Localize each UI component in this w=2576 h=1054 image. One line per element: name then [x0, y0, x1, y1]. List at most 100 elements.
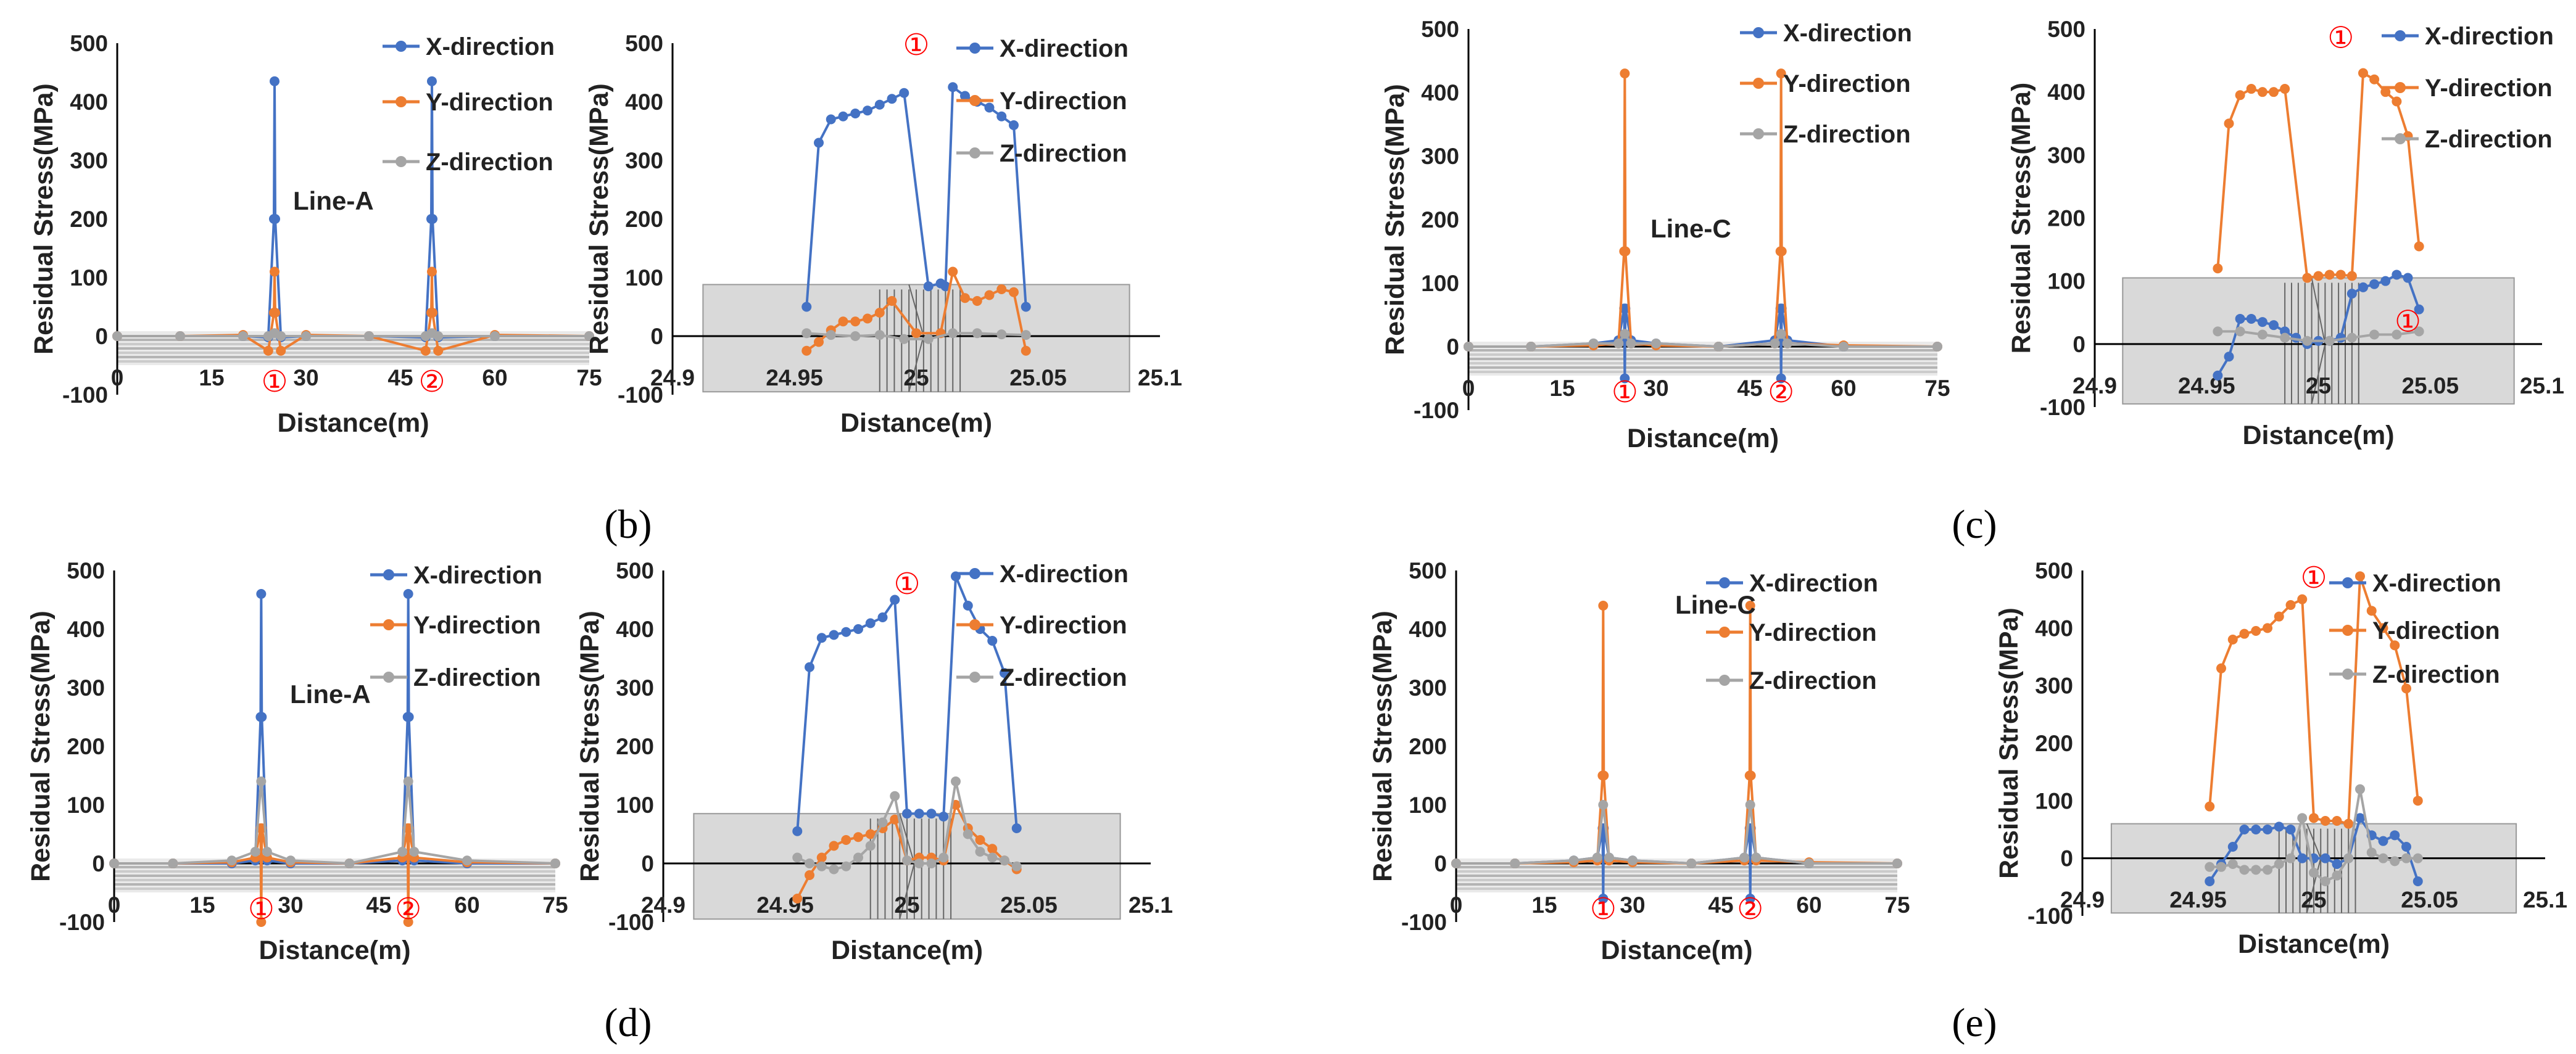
x-tick-label: 25.05	[2401, 887, 2458, 913]
data-point	[1620, 373, 1630, 384]
data-point	[2251, 626, 2261, 636]
data-point	[2378, 853, 2388, 863]
data-point	[364, 331, 374, 341]
data-point	[1628, 855, 1638, 866]
data-point	[2224, 118, 2234, 129]
y-tick-label: 0	[2060, 846, 2073, 871]
data-point	[2285, 600, 2296, 610]
y-tick-label: 500	[70, 31, 108, 56]
data-point	[2274, 821, 2284, 832]
data-point	[887, 94, 897, 104]
y-tick-label: -100	[62, 382, 108, 408]
x-tick-label: 75	[576, 365, 602, 390]
data-point	[914, 858, 924, 868]
data-point	[987, 636, 998, 646]
position-marker: ②	[1768, 376, 1794, 409]
x-tick-label: 30	[1643, 376, 1668, 401]
data-point	[344, 858, 355, 868]
x-tick-label: 0	[108, 892, 121, 918]
y-axis-title: Residual Stress(MPa)	[575, 611, 605, 882]
legend-swatch-dot	[969, 147, 980, 159]
data-point	[2309, 813, 2319, 823]
data-point	[1021, 345, 1031, 356]
x-tick-label: 0	[1450, 892, 1463, 918]
data-point	[2355, 813, 2365, 823]
y-tick-label: 100	[2035, 788, 2073, 813]
y-tick-label: 300	[625, 148, 663, 173]
data-point	[1892, 858, 1902, 868]
legend-swatch-dot	[2395, 82, 2406, 93]
data-point	[427, 266, 437, 277]
y-tick-label: 300	[2047, 142, 2085, 168]
legend-label: X-direction	[1000, 561, 1129, 588]
data-point	[1598, 601, 1609, 611]
data-point	[1021, 330, 1031, 340]
y-tick-label: 400	[1421, 80, 1459, 105]
data-point	[2297, 813, 2308, 823]
position-marker: ①	[893, 568, 920, 601]
data-point	[2320, 816, 2330, 826]
data-point	[1588, 338, 1599, 348]
data-point	[1776, 373, 1786, 384]
y-tick-label: 200	[70, 207, 108, 232]
data-point	[2392, 329, 2402, 340]
data-point	[874, 330, 885, 340]
y-tick-label: 500	[1409, 558, 1447, 583]
data-point	[911, 328, 921, 339]
data-point	[850, 331, 861, 341]
legend-label: Z-direction	[1783, 121, 1911, 148]
y-tick-label: -100	[608, 910, 654, 935]
data-point	[996, 329, 1007, 340]
data-point	[2346, 332, 2357, 343]
data-point	[550, 858, 560, 868]
data-point	[270, 76, 280, 86]
data-point	[826, 114, 836, 125]
y-tick-label: 0	[1446, 334, 1459, 360]
y-tick-label: 0	[1434, 851, 1447, 876]
x-tick-label: 15	[189, 892, 215, 918]
legend-label: Z-direction	[413, 664, 541, 691]
y-tick-label: 400	[2035, 616, 2073, 641]
data-point	[2251, 865, 2261, 875]
position-marker: ②	[418, 366, 445, 398]
data-point	[2414, 326, 2424, 337]
series-line-y-direction	[2216, 71, 2421, 279]
legend-label: Z-direction	[1749, 667, 1877, 694]
series-line-y-direction	[2208, 575, 2419, 826]
data-point	[948, 328, 958, 339]
legend-label: Y-direction	[2372, 617, 2500, 644]
data-point	[841, 627, 851, 637]
data-point	[2257, 317, 2267, 327]
y-tick-label: -100	[618, 382, 663, 408]
data-point	[2213, 326, 2223, 337]
data-point	[874, 99, 885, 110]
legend-label: Y-direction	[1000, 612, 1127, 639]
x-tick-label: 25.1	[2520, 373, 2564, 398]
y-tick-label: 300	[616, 675, 654, 701]
data-point	[2392, 96, 2402, 107]
data-point	[2332, 870, 2342, 881]
data-point	[276, 345, 286, 356]
legend-label: X-direction	[2425, 23, 2554, 50]
data-point	[1599, 770, 1609, 781]
data-point	[2257, 87, 2267, 97]
data-point	[2269, 87, 2279, 97]
data-point	[2285, 825, 2296, 834]
data-point	[2324, 270, 2335, 280]
x-tick-label: 45	[1737, 376, 1762, 401]
data-point	[1745, 894, 1755, 904]
data-point	[829, 630, 839, 640]
data-point	[940, 281, 951, 292]
y-tick-label: 200	[2047, 206, 2085, 231]
data-point	[2369, 74, 2380, 84]
legend-label: X-direction	[413, 562, 542, 589]
y-tick-label: 0	[641, 851, 654, 876]
data-point	[1620, 329, 1630, 339]
data-point	[1776, 68, 1786, 79]
data-point	[2224, 352, 2234, 362]
data-point	[2313, 271, 2324, 281]
data-point	[792, 826, 803, 836]
legend-label: X-direction	[426, 33, 555, 60]
